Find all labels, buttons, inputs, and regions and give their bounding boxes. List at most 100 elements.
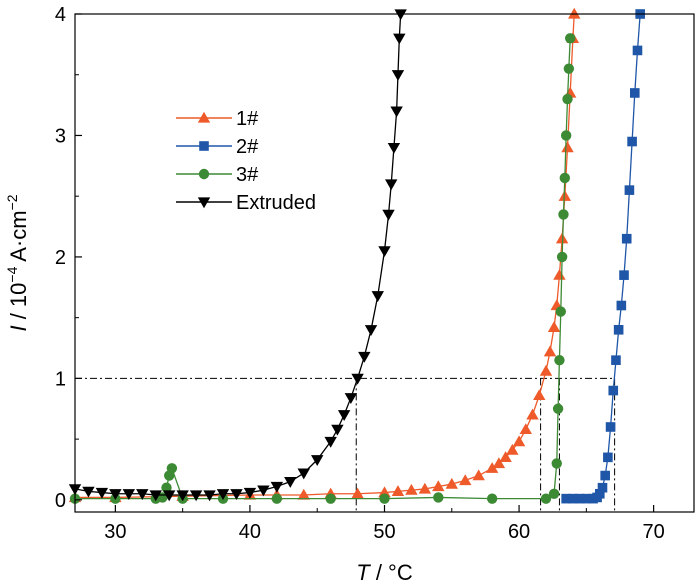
plot-frame — [74, 13, 695, 513]
data-point — [390, 106, 403, 118]
data-point — [445, 477, 458, 489]
series-0 — [68, 7, 581, 503]
data-point — [405, 483, 418, 495]
y-axis-label-exp-b: −2 — [4, 194, 20, 210]
x-tick-label: 60 — [508, 521, 530, 543]
data-point — [561, 141, 574, 153]
axes: 30 40 50 60 70 0 1 2 3 4 — [55, 4, 665, 543]
y-tick-label: 2 — [55, 247, 66, 269]
y-axis-label-unit-a: / 10 — [6, 283, 31, 326]
data-point — [358, 351, 371, 363]
data-point — [378, 246, 391, 258]
data-point — [391, 485, 405, 497]
data-point — [600, 470, 610, 481]
data-point — [162, 490, 176, 502]
data-point — [543, 345, 557, 357]
data-point — [551, 458, 562, 469]
data-point — [512, 435, 526, 447]
y-axis-label: I / 10−4 A·cm−2 — [4, 194, 31, 331]
series-line — [74, 13, 402, 496]
data-point — [561, 493, 571, 504]
x-axis-label-unit: / °C — [370, 560, 413, 585]
data-point — [558, 209, 569, 220]
legend-marker — [197, 197, 211, 209]
data-point — [149, 490, 162, 502]
data-point — [371, 291, 384, 302]
data-point — [559, 172, 571, 184]
data-point — [548, 488, 560, 499]
x-tick-label: 40 — [239, 521, 261, 543]
data-point — [562, 93, 573, 105]
legend-label: 3# — [236, 164, 259, 186]
legend-marker — [197, 111, 211, 123]
data-point — [243, 487, 257, 499]
data-point — [556, 251, 568, 263]
data-point — [616, 300, 627, 311]
x-tick-label: 50 — [373, 521, 395, 543]
data-point — [95, 487, 109, 499]
data-point — [621, 233, 632, 244]
data-point — [568, 7, 581, 19]
data-point — [382, 209, 395, 221]
data-point — [605, 422, 616, 432]
data-point — [391, 70, 405, 81]
data-point — [216, 489, 230, 500]
data-point — [553, 268, 566, 280]
plot-marks — [68, 7, 645, 512]
series-line — [566, 13, 641, 500]
data-point — [555, 306, 566, 317]
y-tick-label: 3 — [55, 125, 66, 147]
data-point — [364, 325, 378, 337]
legend-marker — [198, 168, 210, 180]
series-line — [75, 13, 575, 499]
data-point — [485, 462, 499, 473]
data-point — [560, 130, 572, 141]
data-point — [394, 9, 407, 21]
x-axis-label-variable: T — [356, 560, 371, 585]
data-point — [603, 452, 613, 463]
series-3 — [68, 9, 407, 502]
data-point — [499, 451, 512, 462]
data-point — [379, 493, 390, 504]
data-point — [539, 364, 553, 376]
data-point — [574, 493, 585, 504]
data-point — [632, 45, 643, 56]
data-point — [554, 354, 565, 366]
data-point — [552, 403, 564, 414]
data-point — [176, 490, 189, 502]
data-point — [203, 490, 216, 502]
data-point — [311, 455, 324, 466]
legend-label: 1# — [236, 108, 259, 130]
data-point — [297, 488, 310, 500]
series-1 — [561, 9, 645, 504]
y-tick-label: 4 — [55, 4, 66, 26]
data-point — [581, 493, 592, 504]
data-point — [540, 493, 552, 504]
data-point — [166, 463, 178, 474]
data-point — [387, 142, 401, 154]
data-point — [161, 482, 172, 493]
data-point — [627, 136, 637, 147]
data-point — [526, 408, 539, 420]
data-point — [270, 481, 284, 493]
legend-item: 1# — [176, 108, 259, 130]
data-point — [486, 493, 498, 504]
data-point — [344, 393, 358, 405]
y-tick-label: 0 — [55, 490, 66, 512]
series-2 — [69, 33, 576, 504]
data-point — [608, 385, 619, 396]
data-point — [624, 185, 635, 195]
data-point — [337, 410, 351, 422]
y-axis-label-variable: I — [6, 325, 31, 331]
data-point — [325, 493, 336, 504]
data-point — [595, 488, 605, 499]
legend-marker — [199, 141, 209, 151]
data-point — [597, 482, 608, 493]
legend-item: Extruded — [176, 192, 316, 214]
data-point — [189, 490, 203, 502]
data-point — [613, 325, 624, 335]
data-point — [297, 468, 310, 480]
y-axis-label-exp-a: −4 — [4, 266, 20, 282]
data-point — [492, 457, 506, 469]
